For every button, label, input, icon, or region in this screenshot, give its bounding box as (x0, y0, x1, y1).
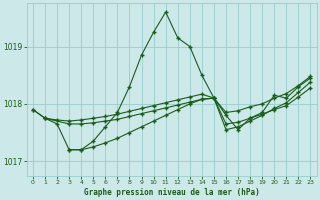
X-axis label: Graphe pression niveau de la mer (hPa): Graphe pression niveau de la mer (hPa) (84, 188, 260, 197)
